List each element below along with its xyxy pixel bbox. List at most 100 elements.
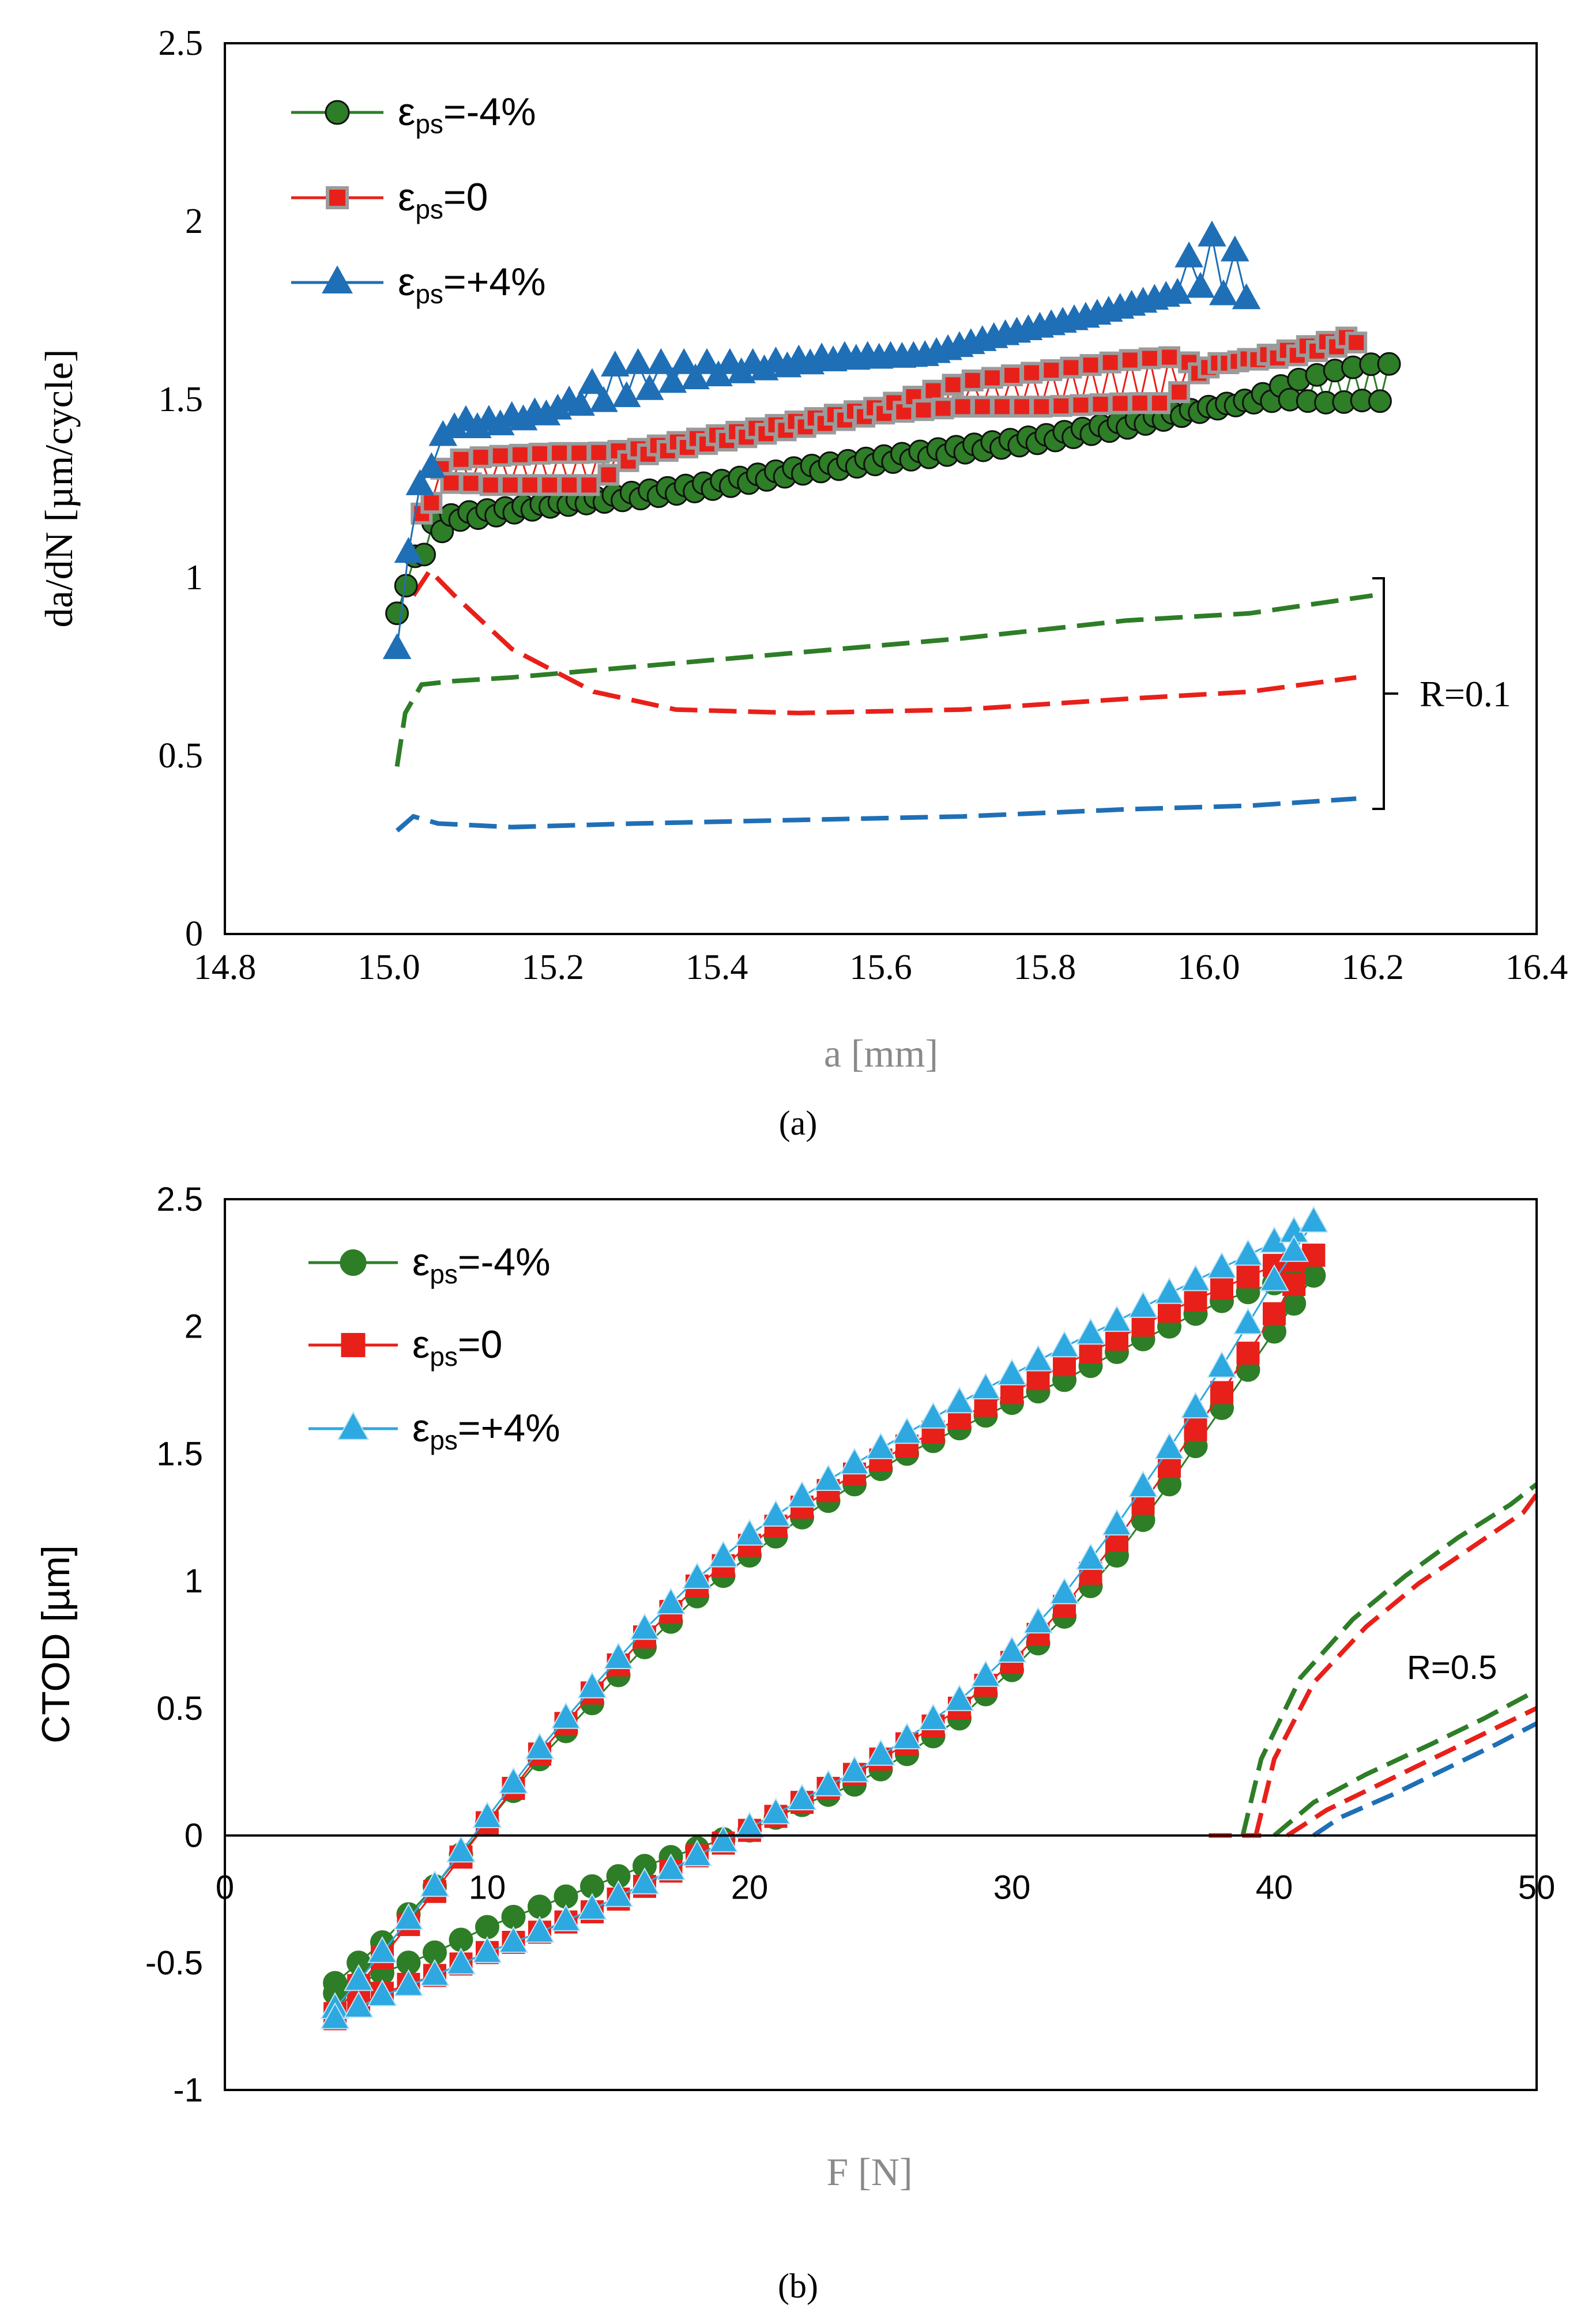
- ctod-data-point: [551, 1904, 581, 1931]
- panel-b-tick-labels: 0 10 20 30 40 50 -1 -0.5 0 0.5 1 1.5 2 2.5: [145, 1181, 1555, 2109]
- ctod-data-point: [1128, 1470, 1158, 1498]
- ctod-data-point: [1102, 1305, 1132, 1332]
- fcg-data-point: [951, 396, 974, 418]
- ctod-data-point: [892, 1417, 922, 1444]
- fcg-data-point: [578, 474, 600, 496]
- fcg-data-point: [385, 601, 409, 626]
- ctod-data-point: [1154, 1276, 1184, 1304]
- legend-marker: [326, 186, 349, 209]
- fcg-data-point: [469, 446, 492, 469]
- r05-dashed-series: [1254, 1493, 1539, 1836]
- ctod-data-point: [1180, 1391, 1211, 1419]
- ctod-data-point: [761, 1797, 791, 1825]
- fcg-data-point: [681, 363, 710, 390]
- legend-label: εps=0: [398, 175, 488, 224]
- fcg-data-point: [1021, 361, 1043, 384]
- fcg-data-point: [1079, 354, 1102, 376]
- x-tick-label: 16.4: [1505, 948, 1568, 987]
- ctod-data-point: [320, 2002, 350, 2029]
- x-tick-label: 15.6: [849, 948, 912, 987]
- fcg-data-point: [1232, 283, 1261, 310]
- y-tick-label: 0.5: [156, 1690, 203, 1727]
- legend-label: εps=+4%: [398, 260, 546, 309]
- x-tick-label: 16.0: [1177, 948, 1240, 987]
- fcg-data-point: [479, 474, 502, 496]
- fcg-data-point: [1089, 393, 1112, 416]
- ctod-data-point: [944, 1386, 974, 1414]
- ctod-data-point: [708, 1825, 739, 1852]
- ctod-data-point: [393, 1969, 424, 1997]
- fcg-data-point: [499, 474, 521, 496]
- fcg-data-point: [1030, 396, 1053, 418]
- ctod-data-point: [1154, 1432, 1184, 1459]
- ctod-data-point: [761, 1500, 791, 1527]
- ctod-data-point: [528, 1895, 552, 1919]
- ctod-data-point: [735, 1811, 765, 1839]
- ctod-data-point: [630, 1613, 660, 1640]
- fcg-data-point: [1138, 347, 1161, 370]
- ctod-data-point: [525, 1915, 555, 1943]
- r05-dashed-series: [1312, 1721, 1538, 1837]
- fcg-data-point: [1119, 349, 1141, 371]
- panel-a-marks: [382, 220, 1401, 833]
- fcg-data-point: [568, 442, 590, 464]
- ctod-data-point: [498, 1926, 529, 1953]
- panel-a-r-bracket: [1372, 577, 1398, 810]
- fcg-data-point: [1011, 396, 1033, 418]
- fcg-data-point: [1148, 392, 1170, 415]
- ctod-data-point: [892, 1722, 922, 1750]
- panel-b-plot-frame: [224, 1198, 1538, 2091]
- ctod-data-point: [918, 1703, 948, 1730]
- fcg-data-point: [658, 367, 687, 393]
- ctod-data-point: [367, 1979, 397, 2006]
- fcg-data-point: [692, 348, 721, 374]
- ctod-data-point: [1236, 1265, 1260, 1289]
- r01-dashed-series: [411, 567, 1357, 715]
- ctod-data-point: [1049, 1330, 1079, 1358]
- ctod-data-point: [446, 1947, 476, 1975]
- legend-marker: [325, 100, 350, 125]
- fcg-data-point: [1186, 272, 1215, 298]
- x-tick-label: 50: [1518, 1869, 1556, 1907]
- ctod-data-point: [1233, 1238, 1263, 1266]
- ctod-data-point: [577, 1671, 607, 1698]
- fcg-data-point: [529, 442, 551, 465]
- fcg-data-point: [394, 537, 423, 563]
- ctod-data-point: [1207, 1251, 1237, 1279]
- panel-b-marks: [320, 1206, 1539, 2031]
- x-tick-label: 15.0: [357, 948, 420, 987]
- fcg-data-point: [1220, 235, 1249, 262]
- y-tick-label: 2: [185, 202, 203, 241]
- fcg-data-point: [420, 492, 443, 514]
- panel-b-chart: 0 10 20 30 40 50 -1 -0.5 0 0.5 1 1.5 2 2.5 F [N] CTOD…: [34, 1181, 1555, 2305]
- ctod-data-point: [344, 1964, 374, 1991]
- panel-a-chart: 14.8 15.0 15.2 15.4 15.6 15.8 16.0 16.2 16.4 0 0.5…: [37, 24, 1568, 1142]
- ctod-data-point: [1259, 1264, 1289, 1291]
- fcg-data-point: [669, 348, 699, 374]
- fcg-data-point: [991, 396, 1013, 418]
- ctod-data-point: [446, 1835, 476, 1863]
- legend-label: εps=-4%: [412, 1240, 551, 1289]
- fcg-data-point: [1001, 364, 1023, 386]
- fcg-data-point: [460, 472, 482, 495]
- x-tick-label: 15.2: [522, 948, 585, 987]
- ctod-data-point: [1236, 1342, 1260, 1365]
- fcg-data-point: [1158, 346, 1180, 368]
- r05-dashed-series: [1273, 1688, 1538, 1837]
- ctod-data-point: [1184, 1288, 1207, 1312]
- fcg-data-point: [509, 443, 531, 466]
- fcg-data-point: [1377, 352, 1401, 376]
- y-tick-label: 2.5: [159, 24, 204, 63]
- ctod-data-point: [813, 1464, 844, 1492]
- ctod-data-point: [1282, 1272, 1306, 1296]
- ctod-data-point: [577, 1893, 607, 1920]
- x-tick-label: 30: [993, 1869, 1031, 1907]
- fcg-data-point: [1099, 351, 1121, 374]
- ctod-data-point: [393, 1903, 424, 1930]
- fcg-data-point: [597, 464, 620, 486]
- ctod-data-point: [840, 1447, 869, 1475]
- panel-b-annotation: R=0.5: [1407, 1649, 1497, 1686]
- panel-a-annotation: R=0.1: [1420, 673, 1511, 714]
- ctod-data-point: [787, 1480, 817, 1508]
- fcg-data-point: [623, 348, 653, 374]
